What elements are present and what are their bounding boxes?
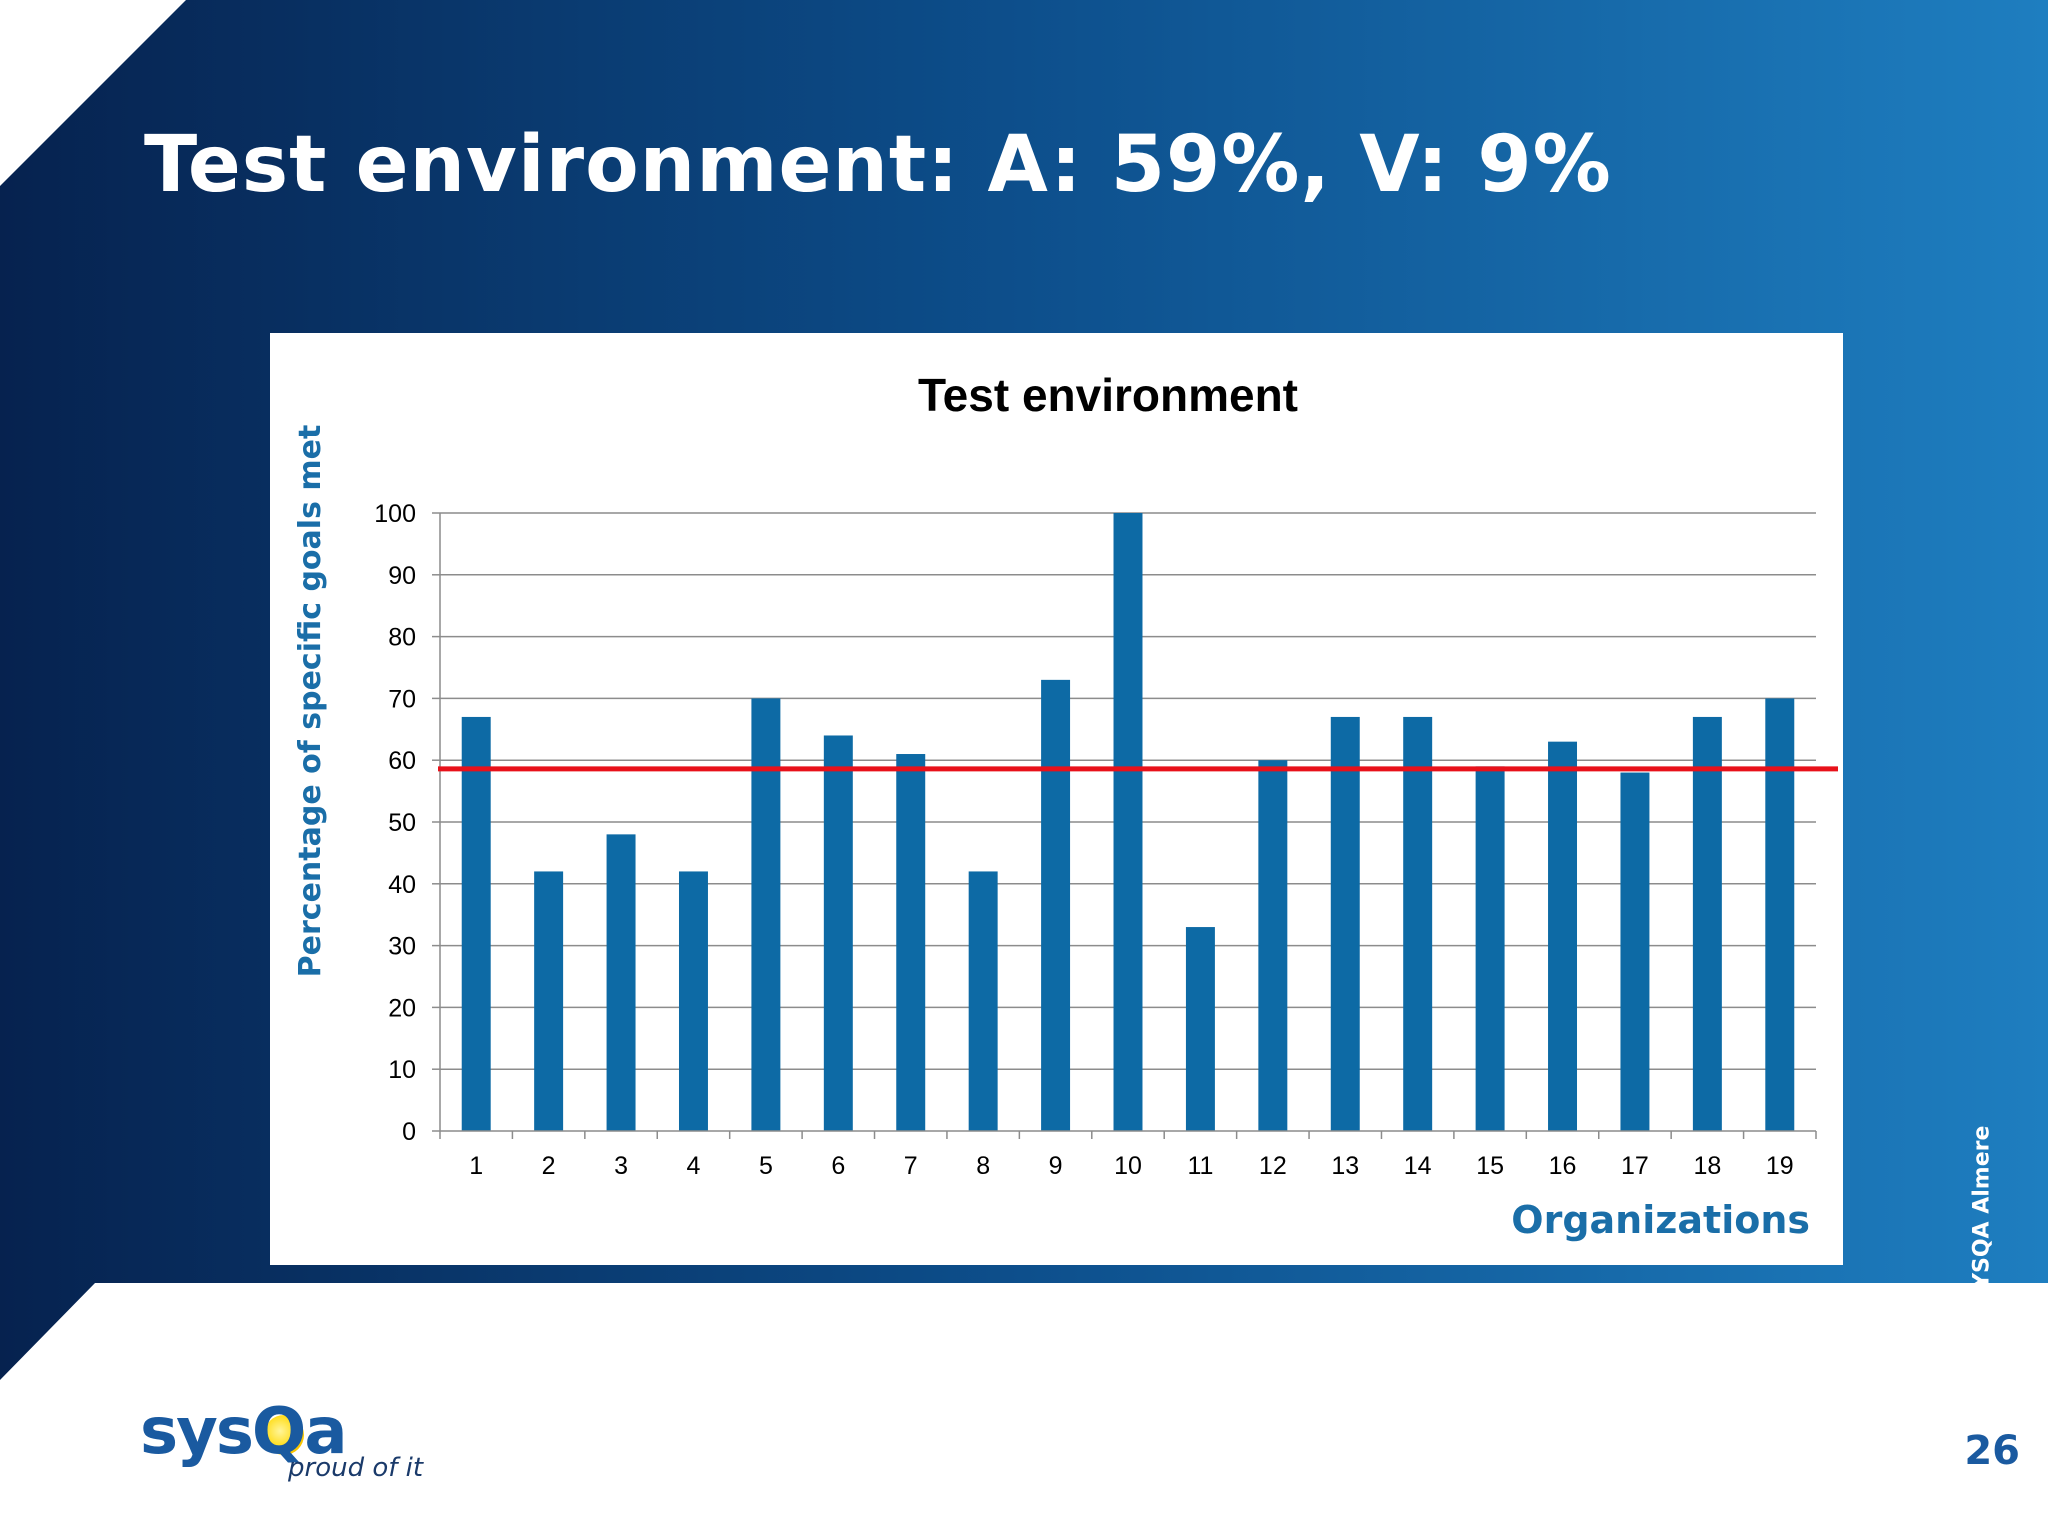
x-tick-label: 19 xyxy=(1766,1152,1794,1180)
slide-title: Test environment: A: 59%, V: 9% xyxy=(144,120,1612,210)
y-tick-label: 0 xyxy=(402,1118,416,1146)
y-tick-label: 50 xyxy=(388,809,416,837)
bar-org-6 xyxy=(823,735,853,1131)
bar-org-5 xyxy=(751,698,781,1131)
copyright-note: © SYSQA Almere xyxy=(1969,1125,1995,1335)
x-tick-label: 11 xyxy=(1187,1152,1213,1180)
y-tick-label: 10 xyxy=(388,1056,416,1084)
bar-org-15 xyxy=(1475,766,1505,1131)
chart-panel: Test environment 0 10 20 30 40 50 60 70 80 90 100 1… xyxy=(270,333,1843,1265)
y-tick-label: 60 xyxy=(388,747,416,775)
x-tick-label: 3 xyxy=(614,1152,628,1180)
y-tick-label: 80 xyxy=(388,624,416,652)
bar-chart: Test environment 0 10 20 30 40 50 60 70 80 90 100 1… xyxy=(293,369,1838,1242)
page-number: 26 xyxy=(1964,1428,2020,1474)
x-tick-label: 4 xyxy=(687,1152,701,1180)
x-tick-label: 17 xyxy=(1621,1152,1649,1180)
bar-org-10 xyxy=(1113,513,1143,1131)
x-tick-label: 13 xyxy=(1331,1152,1359,1180)
x-tick-label: 5 xyxy=(759,1152,773,1180)
bar-org-13 xyxy=(1330,716,1360,1131)
y-axis-label: Percentage of specific goals met xyxy=(293,425,328,978)
x-tick-label: 14 xyxy=(1404,1152,1432,1180)
bar-org-17 xyxy=(1620,772,1650,1131)
y-tick-label: 70 xyxy=(388,685,416,713)
sysqa-logo: sysQa proud of it xyxy=(140,1395,480,1495)
x-tick-label: 10 xyxy=(1114,1152,1142,1180)
bar-org-2 xyxy=(534,871,564,1131)
bar-org-16 xyxy=(1548,741,1578,1131)
chart-title: Test environment xyxy=(918,369,1298,421)
logo-wordmark: sysQa xyxy=(140,1395,347,1469)
x-tick-label: 2 xyxy=(542,1152,556,1180)
y-tick-label: 40 xyxy=(388,871,416,899)
bar-org-8 xyxy=(968,871,998,1131)
bar-org-3 xyxy=(606,834,636,1131)
x-tick-label: 6 xyxy=(831,1152,845,1180)
bars xyxy=(461,513,1795,1131)
x-tick-label: 9 xyxy=(1049,1152,1063,1180)
sun-icon xyxy=(264,1415,304,1455)
bar-org-7 xyxy=(896,754,926,1131)
bar-org-19 xyxy=(1765,698,1795,1131)
bar-org-4 xyxy=(678,871,708,1131)
bar-org-11 xyxy=(1185,927,1215,1131)
x-tick-label: 15 xyxy=(1476,1152,1504,1180)
y-tick-label: 30 xyxy=(388,933,416,961)
x-tick-label: 8 xyxy=(976,1152,990,1180)
bar-org-12 xyxy=(1258,760,1288,1131)
x-tick-label: 1 xyxy=(469,1152,483,1180)
bar-org-18 xyxy=(1692,716,1722,1131)
y-tick-label: 100 xyxy=(374,500,416,528)
x-tick-label: 16 xyxy=(1549,1152,1577,1180)
x-axis-label: Organizations xyxy=(1511,1198,1810,1242)
y-tick-label: 90 xyxy=(388,562,416,590)
x-tick-label: 12 xyxy=(1259,1152,1287,1180)
x-tick-label: 7 xyxy=(904,1152,918,1180)
bar-org-9 xyxy=(1041,679,1071,1131)
bar-org-14 xyxy=(1403,716,1433,1131)
y-tick-label: 20 xyxy=(388,994,416,1022)
bar-org-1 xyxy=(461,716,491,1131)
x-tick-label: 18 xyxy=(1693,1152,1721,1180)
logo-tagline: proud of it xyxy=(288,1453,424,1483)
